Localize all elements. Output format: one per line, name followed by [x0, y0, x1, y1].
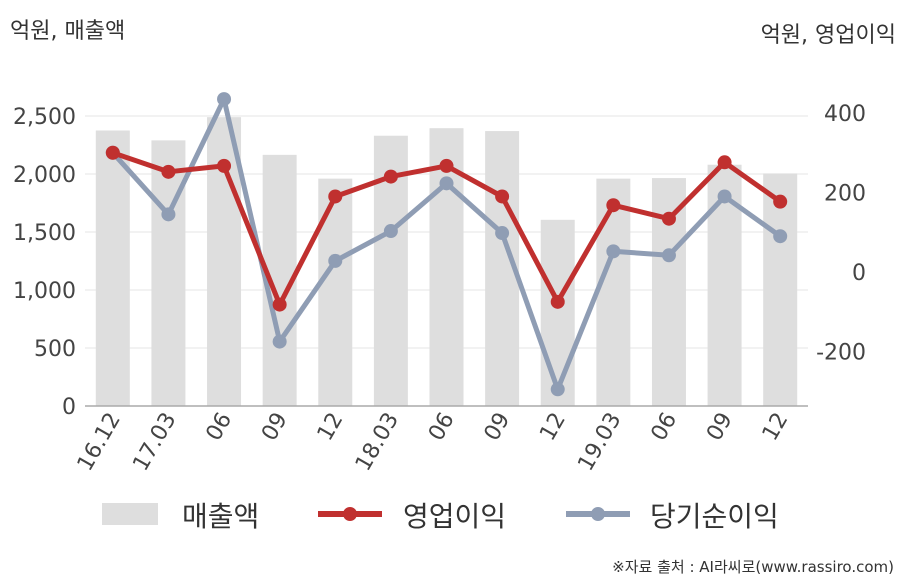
point-operating-profit: [661, 211, 676, 226]
point-net-income: [717, 189, 732, 204]
point-operating-profit: [606, 198, 621, 213]
point-net-income: [661, 248, 676, 263]
bar-sales: [596, 178, 631, 406]
left-tick-label: 2,000: [13, 163, 76, 188]
point-operating-profit: [161, 164, 176, 179]
right-tick-label: -200: [816, 341, 866, 366]
source-note: ※자료 출처 : AI라씨로(www.rassiro.com): [612, 558, 894, 576]
right-axis-title: 억원, 영업이익: [761, 23, 896, 48]
point-net-income: [328, 253, 343, 268]
x-tick-label: 12: [535, 409, 571, 446]
bar-sales: [540, 219, 575, 406]
point-net-income: [439, 176, 454, 191]
x-tick-label: 12: [758, 409, 794, 446]
legend-label-sales: 매출액: [182, 500, 259, 533]
point-operating-profit: [495, 189, 510, 204]
x-axis-ticks: 16.12 17.03 06 09 12 18.03 06 09 12 19.03 06 09 12: [73, 408, 794, 475]
bar-sales: [151, 140, 186, 407]
point-net-income: [606, 244, 621, 259]
right-tick-label: 0: [852, 261, 866, 286]
x-tick-label: 18.03: [351, 409, 404, 476]
x-tick-label: 17.03: [128, 409, 181, 476]
point-operating-profit: [105, 145, 120, 160]
bar-sales: [95, 130, 130, 406]
left-axis-ticks: 0 500 1,000 1,500 2,000 2,500: [13, 105, 76, 420]
bar-sales: [318, 178, 353, 406]
point-operating-profit: [439, 158, 454, 173]
x-tick-label: 09: [702, 409, 738, 446]
right-tick-label: 400: [824, 102, 866, 127]
point-net-income: [550, 382, 565, 397]
x-tick-label: 06: [202, 409, 238, 446]
right-axis-ticks: -200 0 200 400: [816, 102, 866, 366]
point-net-income: [383, 224, 398, 239]
point-operating-profit: [217, 158, 232, 173]
x-tick-label: 09: [480, 408, 516, 445]
point-operating-profit: [328, 189, 343, 204]
left-tick-label: 500: [34, 337, 76, 362]
legend-item-operating-profit: 영업이익: [318, 500, 506, 533]
x-tick-label: 06: [424, 409, 460, 446]
right-tick-label: 200: [824, 182, 866, 207]
point-operating-profit: [272, 297, 287, 312]
x-tick-label: 06: [647, 409, 683, 446]
legend-label-operating-profit: 영업이익: [403, 500, 506, 533]
point-net-income: [495, 226, 510, 241]
x-tick-label: 19.03: [573, 409, 626, 476]
left-tick-label: 2,500: [13, 105, 76, 130]
x-tick-label: 16.12: [73, 409, 126, 476]
point-operating-profit: [773, 194, 788, 209]
legend-marker-operating-profit: [343, 507, 357, 521]
legend-item-sales: 매출액: [102, 500, 259, 533]
point-operating-profit: [550, 294, 565, 309]
left-axis-title: 억원, 매출액: [10, 19, 125, 44]
legend-swatch-sales: [102, 503, 158, 525]
left-tick-label: 1,000: [13, 279, 76, 304]
lines-group: [105, 92, 788, 397]
point-operating-profit: [717, 155, 732, 170]
legend-marker-net-income: [591, 507, 605, 521]
point-operating-profit: [383, 169, 398, 184]
x-tick-label: 09: [257, 409, 293, 446]
left-tick-label: 0: [62, 395, 76, 420]
legend-item-net-income: 당기순이익: [566, 500, 779, 533]
x-tick-label: 12: [313, 409, 349, 446]
legend: 매출액 영업이익 당기순이익: [102, 500, 779, 533]
point-net-income: [272, 334, 287, 349]
point-net-income: [217, 92, 232, 107]
point-net-income: [773, 229, 788, 244]
legend-label-net-income: 당기순이익: [650, 500, 779, 533]
point-net-income: [161, 207, 176, 222]
bar-sales: [763, 173, 798, 406]
left-tick-label: 1,500: [13, 221, 76, 246]
